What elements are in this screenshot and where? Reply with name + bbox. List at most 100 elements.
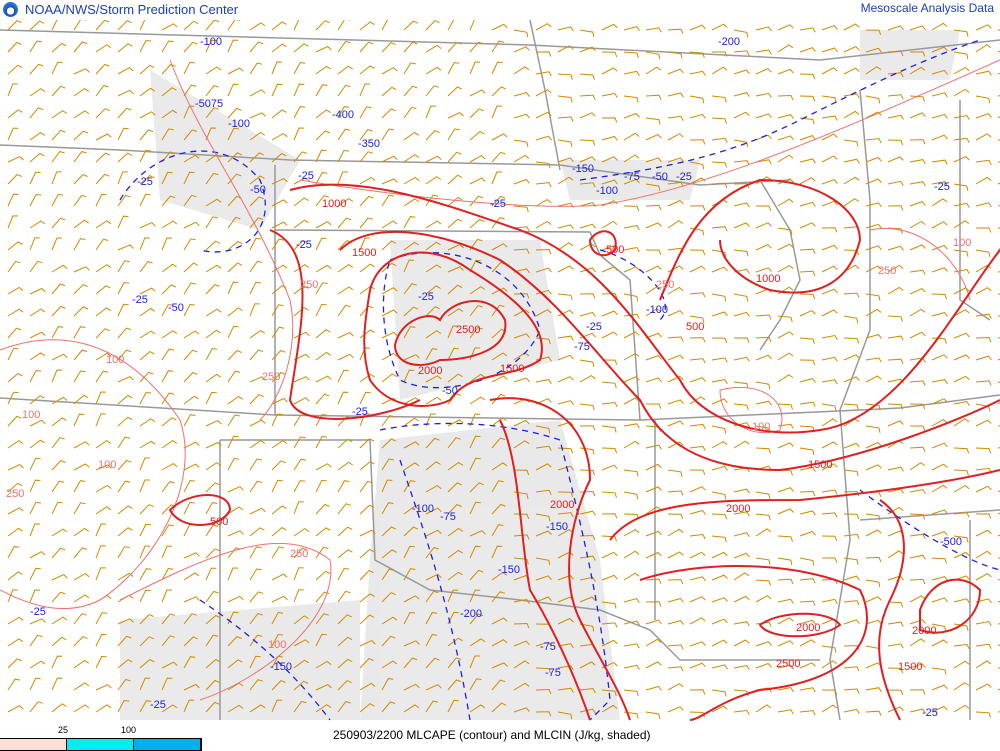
wind-barb (733, 69, 750, 75)
wind-barb (579, 555, 596, 561)
wind-barb (843, 337, 860, 344)
wind-barb (491, 375, 508, 383)
wind-barb (645, 619, 662, 625)
wind-barb (733, 552, 750, 559)
wind-barb (777, 315, 793, 323)
wind-barb (183, 61, 195, 75)
wind-barb (7, 507, 24, 515)
wind-barb (7, 372, 23, 383)
wind-barb (843, 403, 859, 410)
wind-barb (183, 656, 196, 669)
cin-label: -25 (586, 321, 602, 333)
wind-barb (557, 617, 574, 625)
cape-low-label: 250 (262, 371, 280, 383)
wind-barb (249, 281, 261, 295)
wind-barb (667, 115, 684, 122)
wind-barb (183, 395, 199, 405)
wind-barb (931, 312, 948, 317)
wind-barb (161, 263, 177, 273)
wind-barb (733, 222, 750, 229)
wind-barb (359, 373, 375, 383)
wind-barb (381, 240, 397, 251)
wind-barb (249, 546, 262, 559)
wind-barb (931, 159, 948, 165)
wind-barb (117, 594, 134, 603)
wind-barb (645, 685, 662, 691)
wind-barb (975, 113, 992, 119)
wind-barb (535, 135, 552, 141)
wind-barb (733, 709, 750, 716)
wind-barb (755, 381, 771, 390)
wind-barb (95, 545, 106, 559)
wind-barb (953, 535, 969, 543)
wind-barb (667, 513, 684, 520)
wind-barb (139, 479, 150, 493)
wind-barb (51, 369, 63, 383)
wind-barb (293, 264, 310, 273)
wind-barb (689, 445, 706, 452)
wind-barb (95, 413, 106, 427)
wind-barb (227, 595, 244, 603)
wind-barb (931, 337, 947, 344)
wind-barb (447, 419, 464, 427)
wind-barb (183, 129, 198, 141)
wind-barb (711, 161, 728, 168)
wind-barb (51, 396, 68, 405)
wind-barb (139, 174, 155, 185)
wind-barb (887, 264, 904, 273)
wind-barb (843, 110, 860, 119)
wind-barb (183, 262, 199, 273)
wind-barb (491, 352, 508, 361)
wind-barb (865, 245, 882, 251)
wind-barb (381, 549, 397, 559)
wind-barb (249, 419, 266, 427)
wind-barb (623, 423, 640, 429)
cin-label: -100 (412, 503, 434, 515)
wind-barb (139, 39, 152, 53)
wind-barb (667, 51, 683, 59)
wind-barb (73, 527, 90, 537)
wind-barb (205, 198, 222, 207)
wind-barb (799, 557, 815, 566)
wind-barb (557, 293, 573, 301)
wind-barb (843, 67, 860, 75)
wind-barb (117, 20, 132, 31)
wind-barb (7, 482, 23, 493)
wind-barb (821, 25, 838, 31)
wind-barb (381, 352, 398, 361)
wind-barb (29, 523, 40, 537)
wind-barb (513, 268, 530, 274)
wind-barb (667, 199, 684, 207)
wind-barb (557, 354, 574, 361)
wind-barb (73, 20, 86, 31)
wind-barb (315, 613, 329, 625)
wind-barb (139, 658, 155, 669)
cape-label: 2000 (912, 625, 936, 637)
wind-barb (425, 85, 440, 97)
wind-barb (469, 638, 486, 647)
wind-barb (337, 84, 351, 97)
wind-barb (909, 269, 926, 275)
wind-barb (755, 244, 772, 251)
wind-barb (799, 337, 815, 345)
wind-barb (447, 151, 462, 163)
wind-barb (469, 108, 484, 119)
wind-barb (843, 376, 860, 383)
wind-barb (403, 306, 419, 317)
wind-barb (953, 29, 969, 37)
wind-barb (425, 264, 442, 273)
wind-barb (557, 176, 574, 185)
wind-barb (337, 438, 353, 449)
wind-barb (513, 534, 530, 540)
wind-barb (645, 463, 662, 471)
wind-barb (293, 306, 309, 317)
wind-barb (447, 679, 462, 691)
wind-barb (161, 481, 175, 493)
wind-barb (205, 634, 219, 647)
wind-barb (799, 201, 816, 207)
wind-barb (975, 264, 992, 273)
wind-barb (51, 171, 62, 185)
wind-barb (447, 20, 455, 31)
wind-barb (315, 109, 331, 119)
wind-barb (469, 305, 483, 317)
